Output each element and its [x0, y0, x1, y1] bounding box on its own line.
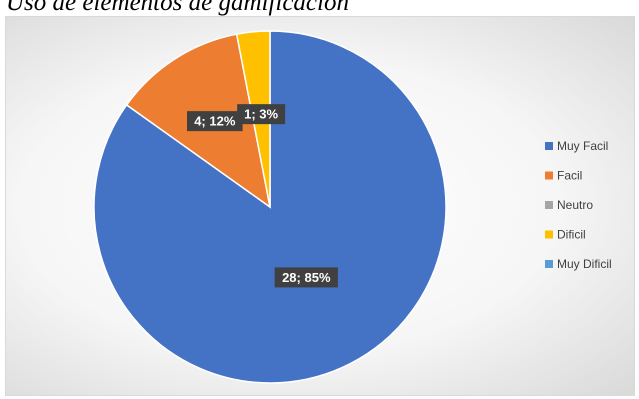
- data-label-box: [237, 104, 286, 125]
- data-label-text: 4; 12%: [194, 114, 236, 129]
- data-label-box: [274, 267, 338, 288]
- legend-label: Neutro: [557, 198, 593, 212]
- data-label-text: 1; 3%: [244, 107, 278, 122]
- legend-label: Facil: [557, 169, 582, 183]
- legend-item-muy-facil: Muy Facil: [545, 139, 608, 153]
- legend-label: Muy Dificil: [557, 257, 612, 271]
- legend-item-dificil: Dificil: [545, 228, 586, 242]
- legend-item-neutro: Neutro: [545, 198, 593, 212]
- pie-slices: [93, 30, 447, 384]
- legend-label: Muy Facil: [557, 139, 608, 153]
- data-label-dificil: 1; 3%: [237, 104, 286, 125]
- legend: Muy Facil Facil Neutro Dificil Muy Dificil: [545, 139, 612, 271]
- legend-swatch: [545, 201, 553, 209]
- legend-swatch: [545, 142, 553, 150]
- legend-swatch: [545, 230, 553, 239]
- legend-item-facil: Facil: [545, 169, 582, 183]
- page-title: Uso de elementos de gamificación: [6, 0, 349, 16]
- data-label-text: 28; 85%: [282, 270, 331, 285]
- data-label-muy-facil: 28; 85%: [274, 267, 338, 288]
- legend-swatch: [545, 171, 553, 180]
- legend-item-muy-dificil: Muy Dificil: [545, 257, 612, 271]
- legend-label: Dificil: [557, 228, 586, 242]
- data-label-box: [187, 111, 243, 132]
- legend-swatch: [545, 260, 553, 268]
- data-labels: 28; 85% 4; 12% 1; 3%: [187, 104, 338, 288]
- data-label-facil: 4; 12%: [187, 111, 243, 132]
